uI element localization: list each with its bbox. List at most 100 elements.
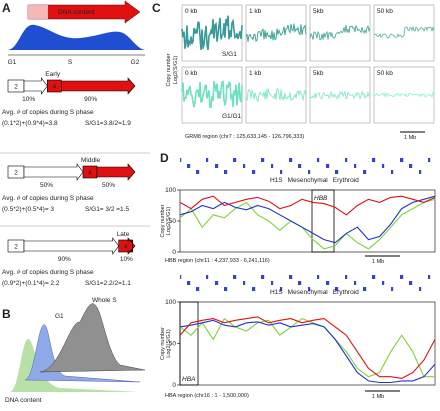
panel-label: A xyxy=(2,1,11,15)
box-label: 2 xyxy=(14,244,18,251)
series-line xyxy=(179,319,436,384)
peak-label: G1 xyxy=(55,313,64,320)
legend-entry: H1S xyxy=(270,177,283,184)
gene-tick xyxy=(215,164,217,168)
gene-tick xyxy=(289,158,291,162)
gene-tick xyxy=(409,164,411,168)
gene-tick xyxy=(428,275,430,279)
gene-tick xyxy=(401,158,403,162)
trace xyxy=(181,80,243,109)
legend-entry: Erythroid xyxy=(333,177,359,184)
gene-tick xyxy=(428,158,430,162)
gene-tick xyxy=(372,158,374,162)
gene-tick xyxy=(188,164,190,168)
gene-tick xyxy=(419,287,421,291)
arrow xyxy=(23,237,120,255)
gene-tick xyxy=(244,281,246,285)
axis-label: Log2(S/G1) xyxy=(173,56,179,85)
legend-entry: H1S xyxy=(270,289,283,296)
gene-tick xyxy=(420,287,422,291)
gene-tick xyxy=(289,275,291,279)
pct: 10% xyxy=(22,96,35,103)
gene-tick xyxy=(225,170,227,174)
gene-tick xyxy=(328,281,330,285)
y-tick-label: 0 xyxy=(172,382,176,389)
gene-tick xyxy=(234,158,236,162)
region: GRM8 region (chr7 : 125,633,145 - 126,79… xyxy=(185,134,304,140)
ratio: S/G1=3.8/2=1.9 xyxy=(85,120,131,127)
gene-tick xyxy=(363,287,365,291)
scale: 1 Mb xyxy=(372,259,384,265)
gene-tick xyxy=(364,287,366,291)
gene-tick xyxy=(254,170,256,174)
bin-label: 50 kb xyxy=(377,8,393,15)
gene-tick xyxy=(280,287,282,291)
formula: (0.9*2)+(0.1*4)= 2.2 xyxy=(2,280,60,287)
stage-title: Late xyxy=(117,231,130,238)
gene-tick xyxy=(317,275,319,279)
gene-label: HBB xyxy=(314,195,328,202)
gene-tick xyxy=(383,281,385,285)
gene-tick xyxy=(290,275,292,279)
box-label: 4 xyxy=(52,84,56,91)
gene-tick xyxy=(327,164,329,168)
gene-tick xyxy=(263,275,265,279)
gene-tick xyxy=(336,170,338,174)
gene-tick xyxy=(365,287,367,291)
gene-tick xyxy=(224,287,226,291)
axis-label: DNA content xyxy=(58,9,95,16)
gene-tick xyxy=(355,281,357,285)
gene-tick xyxy=(346,158,348,162)
phase: S xyxy=(68,59,73,66)
gene-tick xyxy=(402,275,404,279)
gene-tick xyxy=(364,170,366,174)
gene-tick xyxy=(420,170,422,174)
gene-tick xyxy=(217,281,219,285)
gene-tick xyxy=(197,287,199,291)
arrow-fade xyxy=(28,5,48,19)
gene-tick xyxy=(309,287,311,291)
plot-frame xyxy=(245,4,307,62)
gene-tick xyxy=(401,275,403,279)
gene-tick xyxy=(429,158,431,162)
bin-label: 50 kb xyxy=(377,70,393,77)
panel-label: B xyxy=(2,307,11,321)
gene-tick xyxy=(272,164,274,168)
arrow xyxy=(96,163,136,181)
gene-tick xyxy=(235,158,237,162)
trace xyxy=(245,23,307,43)
bin-label: 0 kb xyxy=(185,70,198,77)
panel-label: D xyxy=(160,151,169,165)
gene-tick xyxy=(252,170,254,174)
gene-box xyxy=(179,301,199,386)
box-label: 4 xyxy=(124,244,128,251)
gene-tick xyxy=(187,281,189,285)
gene-tick xyxy=(196,287,198,291)
gene-tick xyxy=(337,287,339,291)
gene-tick xyxy=(234,275,236,279)
gene-tick xyxy=(374,158,376,162)
gene-tick xyxy=(263,158,265,162)
gene-tick xyxy=(262,158,264,162)
y-tick-label: 0 xyxy=(172,249,176,256)
avg: Avg. # of copies during S phase xyxy=(2,195,94,202)
gene-tick xyxy=(392,287,394,291)
gene-tick xyxy=(346,275,348,279)
gene-tick xyxy=(391,287,393,291)
gene-tick xyxy=(281,170,283,174)
gene-tick xyxy=(410,164,412,168)
legend-entry: Mesenchymal xyxy=(288,289,329,296)
gene-tick xyxy=(233,158,235,162)
avg: Avg. # of copies during S phase xyxy=(2,109,94,116)
gene-tick xyxy=(215,281,217,285)
gene-tick xyxy=(271,281,273,285)
histogram xyxy=(8,24,145,50)
gene-tick xyxy=(271,164,273,168)
gene-tick xyxy=(280,170,282,174)
arrow xyxy=(60,77,136,95)
gene-tick xyxy=(261,275,263,279)
gene-tick xyxy=(355,164,357,168)
gene-tick xyxy=(300,164,302,168)
trace xyxy=(373,91,435,99)
gene-tick xyxy=(326,281,328,285)
